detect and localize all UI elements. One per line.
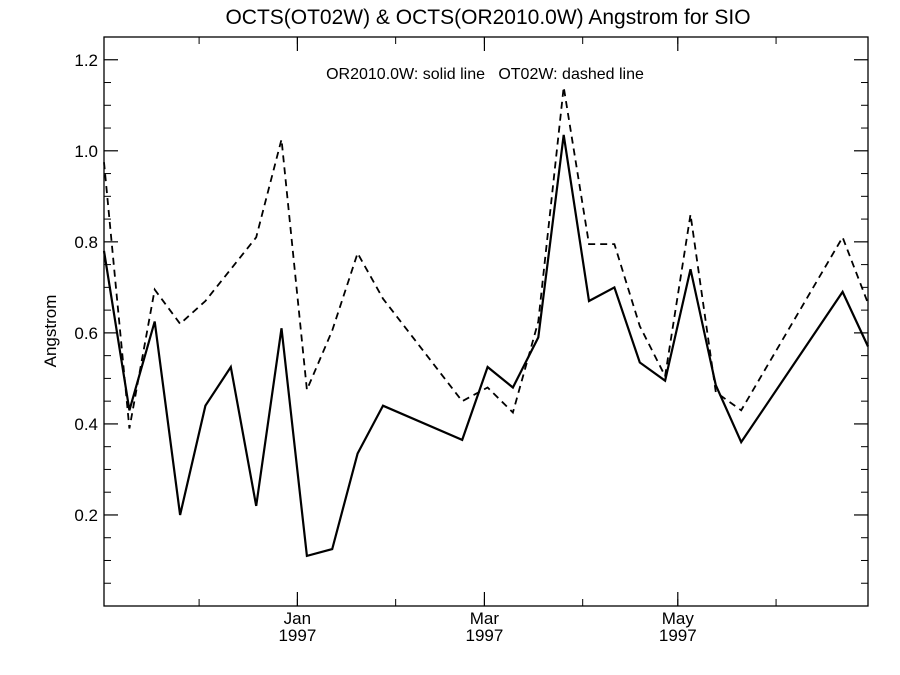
plot-frame (103, 36, 869, 607)
legend-annotation: OR2010.0W: solid line OT02W: dashed line (326, 66, 644, 83)
x-tick-month-label: May (662, 609, 695, 628)
series-group (102, 86, 869, 558)
y-tick-label: 1.2 (74, 51, 98, 70)
y-tick-label: 0.8 (74, 233, 98, 252)
y-tick-label: 0.6 (74, 324, 98, 343)
series-line-or2010-0w (102, 134, 869, 558)
x-tick-year-label: 1997 (278, 626, 316, 645)
chart-title: OCTS(OT02W) & OCTS(OR2010.0W) Angstrom f… (225, 6, 750, 29)
y-tick-label: 1.0 (74, 142, 98, 161)
x-tick-month-label: Mar (470, 609, 500, 628)
y-axis-label: Angstrom (41, 295, 60, 368)
y-tick-label: 0.2 (74, 506, 98, 525)
x-tick-year-label: 1997 (659, 626, 697, 645)
y-tick-label: 0.4 (74, 415, 98, 434)
x-tick-year-label: 1997 (466, 626, 504, 645)
x-tick-month-label: Jan (284, 609, 311, 628)
series-line-ot02w (103, 86, 869, 429)
